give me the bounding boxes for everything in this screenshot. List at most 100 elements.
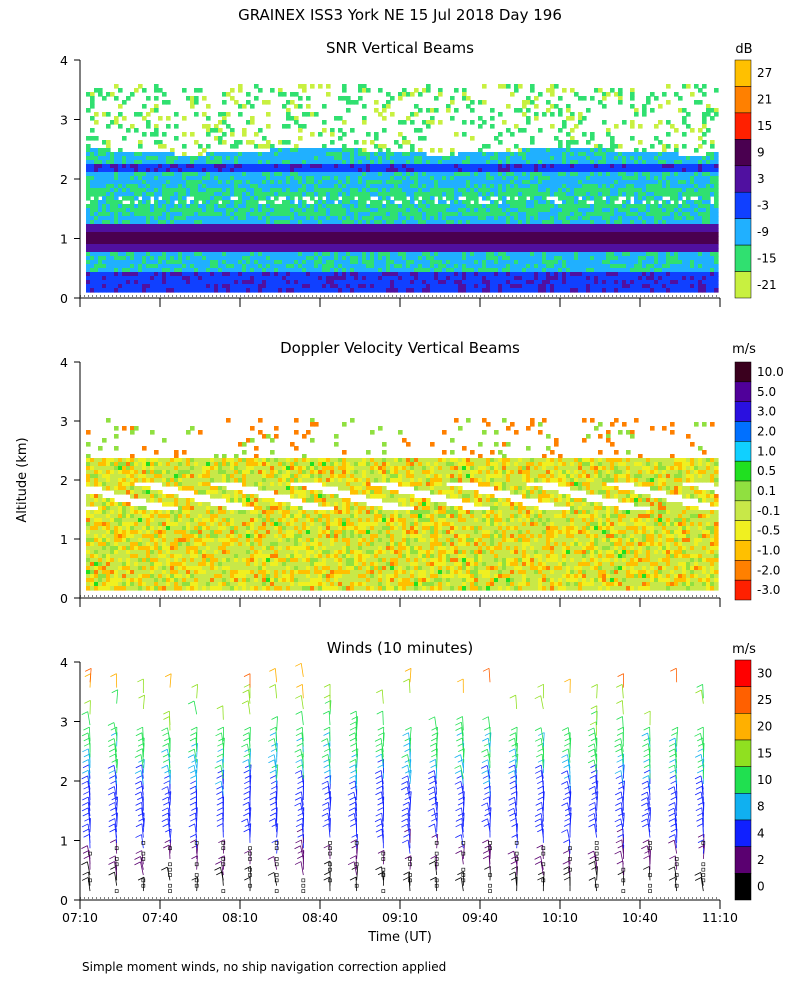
- snr-cell: [418, 148, 423, 153]
- snr-cell: [170, 220, 175, 225]
- snr-cell: [450, 220, 455, 225]
- snr-cell: [430, 196, 435, 201]
- snr-cell: [418, 232, 423, 237]
- snr-cell: [454, 220, 459, 225]
- snr-cell: [306, 280, 311, 285]
- snr-cell: [178, 188, 183, 193]
- snr-cell: [358, 212, 363, 217]
- snr-cell: [250, 220, 255, 225]
- snr-cell: [470, 184, 475, 189]
- snr-cell: [442, 180, 447, 185]
- snr-cell: [146, 196, 151, 201]
- snr-cell: [422, 280, 427, 285]
- snr-cell: [566, 152, 571, 157]
- snr-cell: [522, 188, 527, 193]
- snr-cell: [534, 216, 539, 221]
- snr-cell: [334, 212, 339, 217]
- snr-cell: [94, 252, 99, 257]
- snr-cell: [158, 88, 163, 93]
- snr-cell: [398, 152, 403, 157]
- snr-cell: [182, 152, 187, 157]
- snr-cell: [254, 184, 259, 189]
- snr-cell: [110, 156, 115, 161]
- snr-cell: [102, 172, 107, 177]
- snr-cell: [430, 212, 435, 217]
- snr-cell: [342, 276, 347, 281]
- snr-cell: [446, 156, 451, 161]
- snr-cell: [186, 156, 191, 161]
- snr-cell: [110, 280, 115, 285]
- snr-cell: [318, 172, 323, 177]
- snr-cell: [354, 188, 359, 193]
- snr-cell: [554, 136, 559, 141]
- snr-cell: [162, 220, 167, 225]
- snr-cell: [90, 172, 95, 177]
- snr-cell: [438, 208, 443, 213]
- snr-cell: [502, 288, 507, 293]
- snr-cell: [454, 256, 459, 261]
- snr-cell: [526, 152, 531, 157]
- snr-cell: [498, 264, 503, 269]
- snr-cell: [518, 168, 523, 173]
- snr-cell: [210, 212, 215, 217]
- snr-cell: [162, 200, 167, 205]
- snr-cell: [338, 168, 343, 173]
- snr-cell: [142, 272, 147, 277]
- snr-cell: [334, 220, 339, 225]
- snr-cell: [278, 288, 283, 293]
- snr-cell: [166, 196, 171, 201]
- snr-cell: [238, 272, 243, 277]
- snr-cell: [346, 284, 351, 289]
- snr-cell: [466, 152, 471, 157]
- snr-cell: [250, 104, 255, 109]
- snr-cell: [362, 152, 367, 157]
- snr-cell: [422, 172, 427, 177]
- snr-cell: [158, 144, 163, 149]
- snr-cell: [374, 280, 379, 285]
- snr-cell: [174, 164, 179, 169]
- snr-cell: [238, 252, 243, 257]
- snr-cell: [458, 264, 463, 269]
- snr-cell: [438, 244, 443, 249]
- snr-cell: [598, 228, 603, 233]
- snr-cell: [526, 148, 531, 153]
- snr-cell: [434, 204, 439, 209]
- snr-cell: [354, 216, 359, 221]
- snr-cell: [294, 188, 299, 193]
- snr-cell: [546, 256, 551, 261]
- snr-cell: [582, 216, 587, 221]
- snr-cell: [214, 244, 219, 249]
- snr-cell: [522, 260, 527, 265]
- snr-cell: [86, 216, 91, 221]
- snr-cell: [458, 248, 463, 253]
- snr-cell: [238, 112, 243, 117]
- snr-cell: [254, 224, 259, 229]
- snr-cell: [210, 224, 215, 229]
- snr-cell: [350, 204, 355, 209]
- snr-cell: [502, 240, 507, 245]
- snr-cell: [206, 128, 211, 133]
- snr-cell: [230, 180, 235, 185]
- snr-cell: [266, 284, 271, 289]
- snr-cell: [386, 220, 391, 225]
- snr-cell: [150, 260, 155, 265]
- snr-cell: [410, 240, 415, 245]
- snr-cell: [514, 168, 519, 173]
- snr-cell: [362, 168, 367, 173]
- snr-cell: [350, 256, 355, 261]
- snr-cell: [518, 240, 523, 245]
- snr-cell: [242, 268, 247, 273]
- snr-cell: [342, 240, 347, 245]
- snr-cell: [110, 256, 115, 261]
- snr-cell: [594, 164, 599, 169]
- snr-cell: [522, 268, 527, 273]
- snr-cell: [362, 120, 367, 125]
- snr-cell: [582, 284, 587, 289]
- snr-cell: [258, 244, 263, 249]
- snr-cell: [214, 200, 219, 205]
- snr-cell: [246, 100, 251, 105]
- snr-cell: [402, 168, 407, 173]
- snr-cell: [214, 204, 219, 209]
- snr-cell: [578, 152, 583, 157]
- snr-cell: [578, 284, 583, 289]
